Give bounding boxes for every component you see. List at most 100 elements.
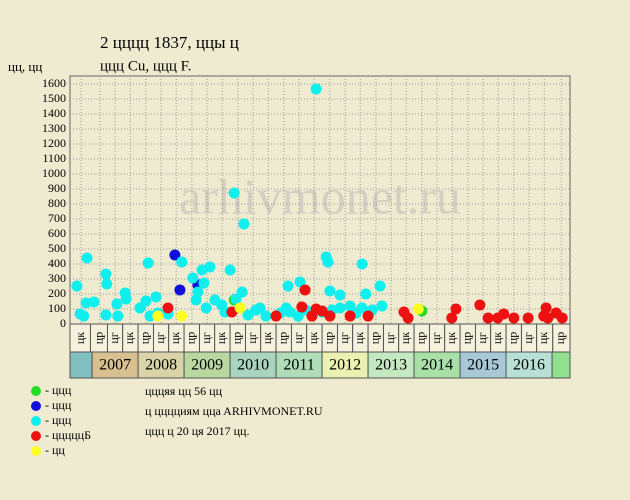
data-point: [296, 301, 308, 313]
x-tick-label: цр: [230, 332, 244, 344]
data-point: [101, 278, 113, 290]
x-tick-label: цг: [291, 332, 305, 343]
data-point: [482, 312, 494, 324]
y-tick-label: 1500: [42, 91, 66, 105]
data-point: [260, 310, 272, 322]
legend-marker: [31, 431, 41, 441]
data-point: [224, 264, 236, 276]
data-point: [176, 310, 188, 322]
x-tick-label: цк: [536, 332, 550, 344]
data-point: [334, 289, 346, 301]
note: ццц ц 20 ця 2017 цц.: [145, 424, 249, 438]
data-point: [226, 306, 238, 318]
data-point: [374, 280, 386, 292]
x-tick-label: цр: [184, 332, 198, 344]
data-point: [362, 310, 374, 322]
x-tick-label: цк: [122, 332, 136, 344]
data-point: [322, 256, 334, 268]
year-label: 2012: [329, 357, 361, 374]
data-point: [71, 280, 83, 292]
data-point: [284, 306, 296, 318]
x-tick-label: цр: [414, 332, 428, 344]
data-point: [238, 218, 250, 230]
data-point: [111, 298, 123, 310]
y-tick-label: 1600: [42, 76, 66, 90]
data-point: [282, 280, 294, 292]
data-point: [334, 302, 346, 314]
y-tick-label: 1000: [42, 166, 66, 180]
year-cell: [137, 351, 185, 379]
x-tick-label: цг: [199, 332, 213, 343]
data-point: [542, 312, 554, 324]
x-tick-label: цк: [352, 332, 366, 344]
chart-title: 2 цццц 1837, ццы ц: [100, 33, 239, 52]
y-tick-label: 500: [48, 241, 66, 255]
y-tick-label: 1300: [42, 121, 66, 135]
data-point: [192, 286, 204, 298]
data-point: [140, 295, 152, 307]
x-tick-label: цр: [506, 332, 520, 344]
y-tick-label: 600: [48, 226, 66, 240]
data-point: [376, 300, 388, 312]
data-point: [310, 83, 322, 95]
x-tick-label: цг: [475, 332, 489, 343]
data-point: [174, 284, 186, 296]
year-label: 2013: [375, 357, 407, 374]
y-axis-label: цц, цц: [8, 59, 42, 74]
year-cell: [229, 351, 277, 379]
x-tick-label: цг: [337, 332, 351, 343]
y-tick-label: 1200: [42, 136, 66, 150]
legend-marker: [31, 401, 41, 411]
x-tick-label: цк: [260, 332, 274, 344]
data-point: [292, 310, 304, 322]
y-tick-label: 100: [48, 301, 66, 315]
data-point: [152, 310, 164, 322]
data-point: [299, 284, 311, 296]
x-tick-label: цк: [73, 332, 87, 344]
y-tick-label: 0: [60, 316, 66, 330]
year-cell: [413, 351, 461, 379]
y-tick-label: 1400: [42, 106, 66, 120]
data-point: [324, 310, 336, 322]
legend-label: - цццццБ: [45, 428, 91, 442]
y-tick-label: 300: [48, 271, 66, 285]
legend-marker: [31, 416, 41, 426]
x-tick-label: цг: [245, 332, 259, 343]
data-point: [522, 312, 534, 324]
data-point: [540, 302, 552, 314]
data-point: [474, 299, 486, 311]
data-point: [204, 261, 216, 273]
data-point: [100, 309, 112, 321]
data-point: [236, 286, 248, 298]
data-point: [402, 312, 414, 324]
data-point: [228, 187, 240, 199]
legend-marker: [31, 386, 41, 396]
x-tick-label: цр: [460, 332, 474, 344]
data-point: [242, 309, 254, 321]
x-tick-label: цк: [214, 332, 228, 344]
year-label: 2007: [99, 357, 131, 374]
x-tick-label: цр: [276, 332, 290, 344]
note: цццяя цц 56 цц: [145, 384, 223, 398]
data-point: [81, 252, 93, 264]
data-point: [78, 310, 90, 322]
y-tick-label: 200: [48, 286, 66, 300]
legend-label: - цц: [45, 443, 65, 457]
data-point: [356, 258, 368, 270]
note: ц цццциям ццa ARHIVMONET.RU: [145, 404, 323, 418]
data-point: [446, 312, 458, 324]
data-point: [234, 302, 246, 314]
y-tick-label: 800: [48, 196, 66, 210]
x-tick-label: цк: [398, 332, 412, 344]
x-tick-label: цг: [383, 332, 397, 343]
x-tick-label: цг: [521, 332, 535, 343]
y-tick-label: 1100: [42, 151, 66, 165]
data-point: [254, 302, 266, 314]
legend-label: - ццц: [45, 383, 72, 397]
data-point: [356, 302, 368, 314]
data-point: [556, 312, 568, 324]
legend-label: - ццц: [45, 413, 72, 427]
y-tick-label: 700: [48, 211, 66, 225]
year-label: 2015: [467, 357, 499, 374]
